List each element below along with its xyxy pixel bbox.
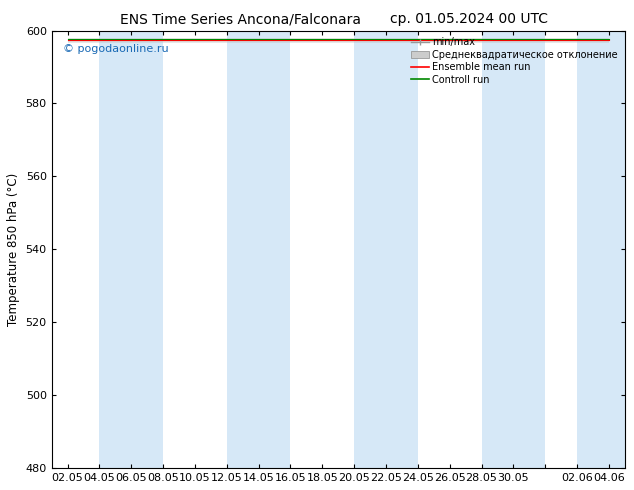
- Text: © pogodaonline.ru: © pogodaonline.ru: [63, 44, 169, 54]
- Text: ср. 01.05.2024 00 UTC: ср. 01.05.2024 00 UTC: [390, 12, 548, 26]
- Bar: [354, 30, 418, 468]
- Bar: [482, 30, 545, 468]
- Y-axis label: Temperature 850 hPa (°C): Temperature 850 hPa (°C): [7, 173, 20, 326]
- Bar: [227, 30, 290, 468]
- Bar: [100, 30, 163, 468]
- Text: ENS Time Series Ancona/Falconara: ENS Time Series Ancona/Falconara: [120, 12, 361, 26]
- Bar: [577, 30, 634, 468]
- Legend: min/max, Среднеквадратическое отклонение, Ensemble mean run, Controll run: min/max, Среднеквадратическое отклонение…: [409, 35, 620, 87]
